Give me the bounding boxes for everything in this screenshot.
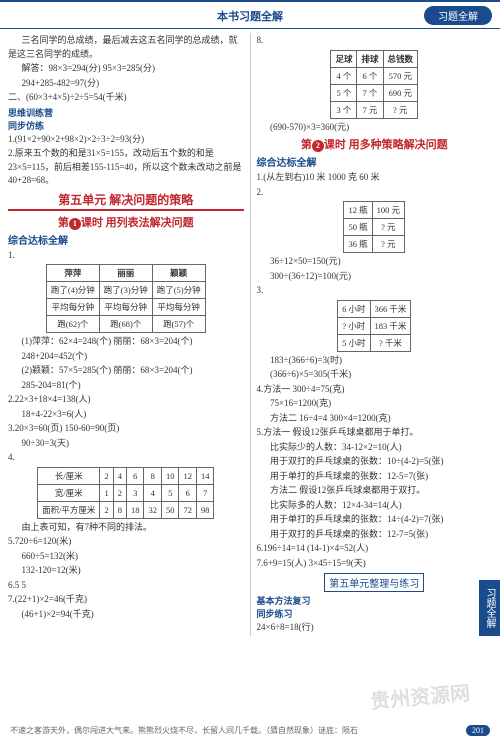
item-num: 4. bbox=[8, 451, 244, 465]
item-num: 8. bbox=[257, 34, 493, 48]
text: 用于双打的乒乓球桌的张数：10÷(4-2)=5(张) bbox=[257, 455, 493, 469]
text: 132-120=12(米) bbox=[8, 564, 244, 578]
text: 1.(91×2+90×2+98×2)×2÷3÷2=93(分) bbox=[8, 133, 244, 147]
lesson-title: 第2课时 用多种策略解决问题 bbox=[257, 136, 493, 152]
text: 方法二 假设12张乒乓球桌都用于双打。 bbox=[257, 484, 493, 498]
text: 294+285-482=97(分) bbox=[8, 77, 244, 91]
section: 综合达标全解 bbox=[8, 232, 244, 247]
text: 285-204=81(个) bbox=[8, 379, 244, 393]
side-tab: 习题全解 bbox=[479, 580, 500, 636]
table-1: 萍萍丽丽颖颖 跑了(4)分钟跑了(3)分钟跑了(5)分钟 平均每分钟平均每分钟平… bbox=[46, 264, 206, 333]
text: (2)颖颖：57×5=285(个) 丽丽：68×3=204(个) bbox=[8, 364, 244, 378]
text: 用于单打的乒乓球桌的张数：12-5=7(张) bbox=[257, 470, 493, 484]
section: 思维训练营 bbox=[8, 106, 244, 119]
text: 比实际多的人数：12×4-34=14(人) bbox=[257, 499, 493, 513]
text: 6.196÷14=14 (14-1)×4=52(人) bbox=[257, 542, 493, 556]
text: 2.22×3+18×4=138(人) bbox=[8, 393, 244, 407]
text: 5.720÷6=120(米) bbox=[8, 535, 244, 549]
num-icon: 2 bbox=[312, 140, 324, 152]
text: 24×6÷8=18(行) bbox=[257, 621, 493, 635]
text: 用于双打的乒乓球桌的张数：12-7=5(张) bbox=[257, 528, 493, 542]
page-number: 201 bbox=[466, 725, 490, 736]
left-column: 三名同学的总成绩，最后减去这五名同学的总成绩，就是这三名同学的成绩。 解答：98… bbox=[8, 33, 251, 636]
text: 由上表可知，有7种不同的排法。 bbox=[8, 521, 244, 535]
text: 比实际少的人数：34-12×2=10(人) bbox=[257, 441, 493, 455]
text: 5.方法一 假设12张乒乓球桌都用于单打。 bbox=[257, 426, 493, 440]
table-3: 足球排球总钱数 4 个6 个570 元 5 个7 个690 元 3 个7 元? … bbox=[330, 50, 418, 119]
text: 300÷(36÷12)=100(元) bbox=[257, 270, 493, 284]
right-column: 8. 足球排球总钱数 4 个6 个570 元 5 个7 个690 元 3 个7 … bbox=[251, 33, 493, 636]
text: 用于单打的乒乓球桌的张数：14÷(4-2)=7(张) bbox=[257, 513, 493, 527]
text: 2.原来五个数的和是31×5=155，改动后五个数的和是23×5=115，前后相… bbox=[8, 147, 244, 188]
section: 同步仿练 bbox=[8, 119, 244, 132]
item-num: 2. bbox=[257, 186, 493, 200]
table-5: 6 小时366 千米 ? 小时183 千米 5 小时? 千米 bbox=[337, 300, 411, 352]
text: (1)萍萍：62×4=248(个) 丽丽：68×3=204(个) bbox=[8, 335, 244, 349]
footer-quote: 不速之客游天外，偶尔闯进大气来。熊熊烈火烧不尽，长留人间几千载。（猜自然现象）谜… bbox=[10, 725, 358, 736]
text: 7.(22+1)×2=46(千克) bbox=[8, 593, 244, 607]
text: 1.(从左到右)10 米 1000 克 60 米 bbox=[257, 171, 493, 185]
section: 综合达标全解 bbox=[257, 154, 493, 169]
text: 183÷(366÷6)=3(时) bbox=[257, 354, 493, 368]
text: 4.方法一 300÷4=75(克) bbox=[257, 383, 493, 397]
item-num: 1. bbox=[8, 249, 244, 263]
text: 3.20×3=60(页) 150-60=90(页) bbox=[8, 422, 244, 436]
text: 方法二 16÷4=4 300×4=1200(克) bbox=[257, 412, 493, 426]
text: 解答：98×3=294(分) 95×3=285(分) bbox=[8, 62, 244, 76]
text: 660÷5=132(米) bbox=[8, 550, 244, 564]
unit-title: 第五单元 解决问题的策略 bbox=[8, 191, 244, 211]
header-badge: 习题全解 bbox=[424, 6, 492, 25]
unit-box: 第五单元整理与练习 bbox=[324, 573, 424, 592]
text: 二、(60×3+4×5)÷2÷5=54(千米) bbox=[8, 91, 244, 105]
text: (690-570)×3=360(元) bbox=[257, 121, 493, 135]
table-4: 12 瓶100 元 50 瓶? 元 36 瓶? 元 bbox=[343, 201, 405, 253]
num-icon: 1 bbox=[69, 218, 81, 230]
header-title: 本书习题全解 bbox=[217, 11, 283, 23]
lesson-title: 第1课时 用列表法解决问题 bbox=[8, 214, 244, 230]
text: 三名同学的总成绩，最后减去这五名同学的总成绩，就是这三名同学的成绩。 bbox=[8, 34, 244, 61]
text: 248+204=452(个) bbox=[8, 350, 244, 364]
section: 同步练习 bbox=[257, 607, 493, 620]
text: 7.6+9=15(人) 3×45÷15=9(天) bbox=[257, 557, 493, 571]
text: (46+1)×2=94(千克) bbox=[8, 608, 244, 622]
section: 基本方法复习 bbox=[257, 594, 493, 607]
table-2: 长/厘米2468101214 宽/厘米1234567 面积/平方厘米281832… bbox=[37, 467, 214, 519]
text: 18+4-22×3=6(人) bbox=[8, 408, 244, 422]
text: (366÷6)×5=305(千米) bbox=[257, 368, 493, 382]
text: 75×16=1200(克) bbox=[257, 397, 493, 411]
text: 90÷30=3(天) bbox=[8, 437, 244, 451]
text: 36÷12×50=150(元) bbox=[257, 255, 493, 269]
text: 6.5 5 bbox=[8, 579, 244, 593]
footer: 不速之客游天外，偶尔闯进大气来。熊熊烈火烧不尽，长留人间几千载。（猜自然现象）谜… bbox=[0, 725, 500, 736]
item-num: 3. bbox=[257, 284, 493, 298]
watermark: 贵州资源网 bbox=[369, 677, 471, 715]
